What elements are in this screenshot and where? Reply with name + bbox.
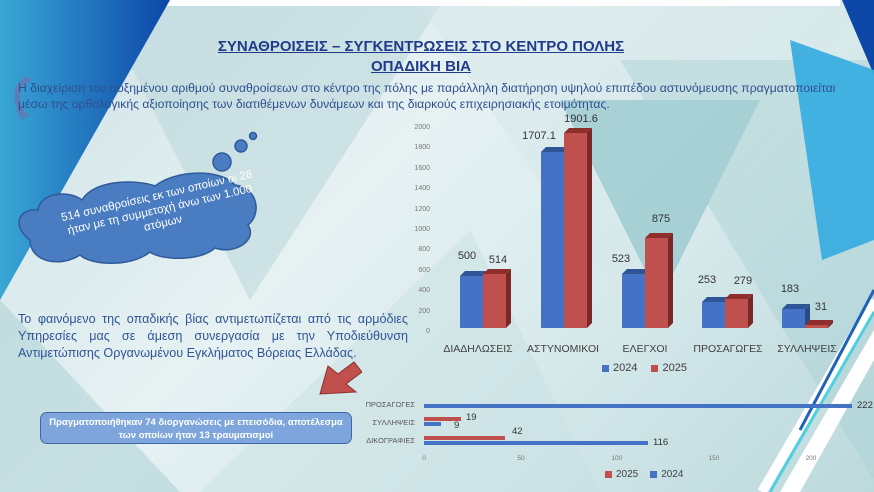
cooperation-paragraph: Το φαινόμενο της οπαδικής βίας αντιμετωπ… [18, 312, 408, 360]
bar-group-syllipseis [782, 304, 833, 328]
data-label: 42 [512, 426, 523, 437]
thought-cloud-shape [18, 131, 258, 264]
red-arrow-icon [319, 361, 362, 395]
data-label: 253 [697, 274, 717, 286]
y-tick: 2000 [414, 124, 430, 131]
bar-group-astynomikoi [541, 128, 592, 328]
intro-text: Η διαχείριση του αυξημένου αριθμού συναθ… [18, 80, 874, 112]
legend-label-2024: 2024 [613, 362, 638, 374]
intro-line-2: μέσω της ορθολογικής αξιοποίησης των δια… [18, 97, 610, 111]
category-label: ΣΥΛΛΗΨΕΙΣ [372, 418, 415, 427]
incidents-info-box: Πραγματοποιήθηκαν 74 διοργανώσεις με επε… [40, 412, 352, 444]
bar-group-diadiloseis [460, 269, 511, 328]
data-label: 116 [653, 437, 669, 448]
y-tick: 1800 [414, 144, 430, 151]
legend-swatch-2024 [650, 471, 658, 478]
page-title-line2: ΟΠΑΔΙΚΗ ΒΙΑ [371, 58, 471, 75]
data-label: 1707.1 [522, 130, 556, 142]
data-label: 523 [611, 253, 631, 265]
data-label: 514 [488, 254, 508, 266]
y-tick: 600 [418, 267, 430, 274]
bar-group-prosagoges [702, 294, 753, 328]
data-label: 183 [780, 283, 800, 295]
legend-swatch-2025 [651, 364, 659, 372]
y-tick: 1400 [414, 185, 430, 192]
x-tick: 0 [422, 455, 426, 462]
y-tick: 800 [418, 246, 430, 253]
x-tick: 150 [708, 455, 720, 462]
x-tick: 100 [611, 455, 623, 462]
legend-label-2025: 2025 [616, 469, 639, 480]
data-label: 279 [733, 275, 753, 287]
vertical-bar-chart: 2000 1800 1600 1400 1200 1000 800 600 40… [400, 113, 840, 378]
legend-swatch-2024 [602, 364, 609, 372]
data-label: 1901.6 [564, 113, 598, 125]
category-label: ΑΣΤΥΝΟΜΙΚΟΙ [526, 343, 600, 355]
legend-swatch-2025 [605, 471, 612, 478]
page-title-line1: ΣΥΝΑΘΡΟΙΣΕΙΣ – ΣΥΓΚΕΝΤΡΩΣΕΙΣ ΣΤΟ ΚΕΝΤΡΟ … [217, 38, 625, 55]
y-tick: 0 [426, 328, 430, 335]
data-label: 500 [457, 250, 477, 262]
category-label: ΠΡΟΣΑΓΩΓΕΣ [693, 343, 763, 355]
hbar-legend: 2025 2024 [605, 469, 684, 480]
bar-group-elegxoi [622, 233, 673, 328]
data-label: 31 [814, 301, 828, 313]
curved-arrow-icon [14, 77, 31, 120]
intro-line-1: Η διαχείριση του αυξημένου αριθμού συναθ… [18, 81, 836, 95]
category-label: ΔΙΑΔΗΛΩΣΕΙΣ [443, 343, 513, 355]
category-label: ΕΛΕΓΧΟΙ [622, 343, 668, 355]
horizontal-bar-chart: ΠΡΟΣΑΓΩΓΕΣ ΣΥΛΛΗΨΕΙΣ ΔΙΚΟΓΡΑΦΙΕΣ 222 19 … [330, 395, 874, 492]
legend-label-2025: 2025 [662, 362, 687, 374]
y-tick: 400 [418, 287, 430, 294]
data-label: 875 [651, 213, 671, 225]
y-tick: 1000 [414, 226, 430, 233]
legend-label-2024: 2024 [661, 469, 684, 480]
category-label: ΔΙΚΟΓΡΑΦΙΕΣ [366, 436, 415, 445]
y-tick: 1600 [414, 165, 430, 172]
x-tick: 200 [805, 455, 817, 462]
x-tick: 50 [517, 455, 525, 462]
category-label: ΣΥΛΛΗΨΕΙΣ [777, 343, 837, 355]
data-label: 19 [466, 412, 477, 423]
bar-chart-bars [460, 128, 833, 328]
data-label: 222 [857, 400, 873, 411]
category-label: ΠΡΟΣΑΓΩΓΕΣ [365, 400, 415, 409]
y-tick: 200 [418, 308, 430, 315]
y-tick: 1200 [414, 206, 430, 213]
chart-legend: 2024 2025 [602, 362, 687, 374]
data-label: 9 [454, 420, 460, 431]
hbar-chart-bars [424, 404, 852, 445]
